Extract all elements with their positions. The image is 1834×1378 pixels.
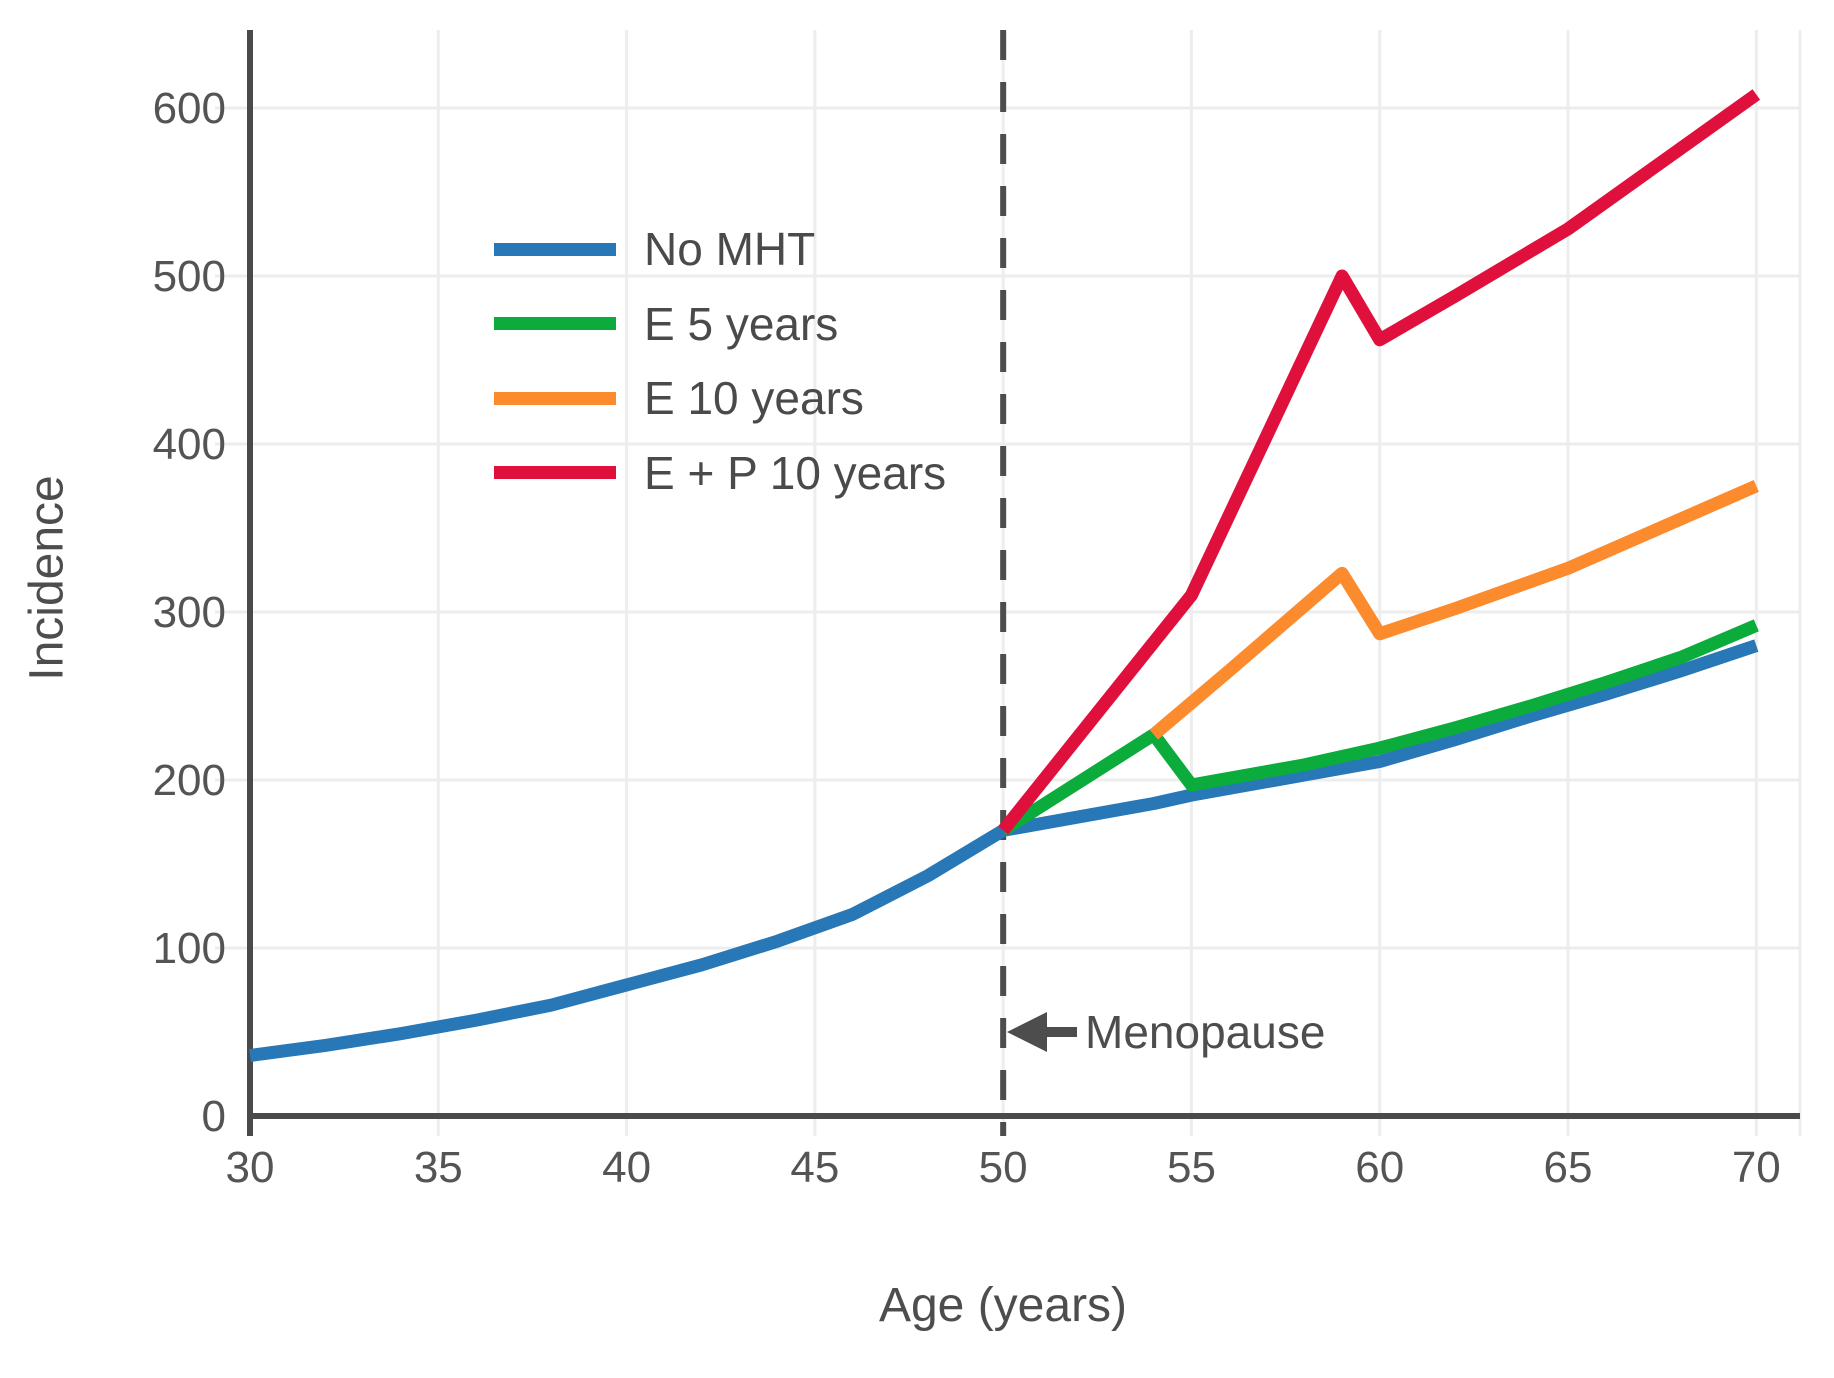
legend-item-e-10-years: E 10 years (494, 361, 946, 436)
y-tick-label: 600 (153, 84, 226, 133)
legend-swatch-e-5-years (494, 317, 616, 331)
series-line-e-5-years (999, 619, 1759, 836)
legend-item-e-5-years: E 5 years (494, 287, 946, 362)
legend-swatch-no-mht (494, 242, 616, 256)
y-tick-label: 500 (153, 252, 226, 301)
legend-swatch-e-10-years (494, 391, 616, 405)
series-line-no-mht (249, 639, 1759, 1062)
menopause-arrow-icon (1007, 1012, 1077, 1052)
menopause-annotation-label: Menopause (1085, 1006, 1326, 1058)
legend-item-e-p-10-years: E + P 10 years (494, 436, 946, 511)
legend-label: E 5 years (644, 297, 839, 350)
series-line-e-p-10-years (998, 89, 1761, 835)
x-tick-label: 35 (414, 1143, 463, 1192)
legend-swatch-e-p-10-years (494, 466, 616, 480)
x-tick-label: 40 (602, 1143, 651, 1192)
y-tick-label: 0 (202, 1092, 226, 1141)
legend-item-no-mht: No MHT (494, 212, 946, 287)
x-tick-label: 50 (979, 1143, 1028, 1192)
y-tick-label: 400 (153, 420, 226, 469)
y-tick-label: 100 (153, 924, 226, 973)
x-tick-label: 70 (1732, 1143, 1781, 1192)
y-axis-title: Incidence (20, 475, 74, 681)
x-tick-label: 60 (1355, 1143, 1404, 1192)
legend: No MHT E 5 years E 10 years E + P 10 yea… (494, 212, 946, 510)
y-tick-label: 200 (153, 756, 226, 805)
y-tick-label: 300 (153, 588, 226, 637)
x-tick-label: 45 (790, 1143, 839, 1192)
legend-label: E + P 10 years (644, 446, 947, 499)
x-tick-label: 30 (226, 1143, 275, 1192)
x-axis-title: Age (years) (878, 1279, 1128, 1332)
x-tick-label: 65 (1544, 1143, 1593, 1192)
legend-label: E 10 years (644, 372, 864, 425)
x-tick-label: 55 (1167, 1143, 1216, 1192)
series-line-e-10-years (1149, 480, 1759, 740)
legend-label: No MHT (644, 223, 816, 276)
